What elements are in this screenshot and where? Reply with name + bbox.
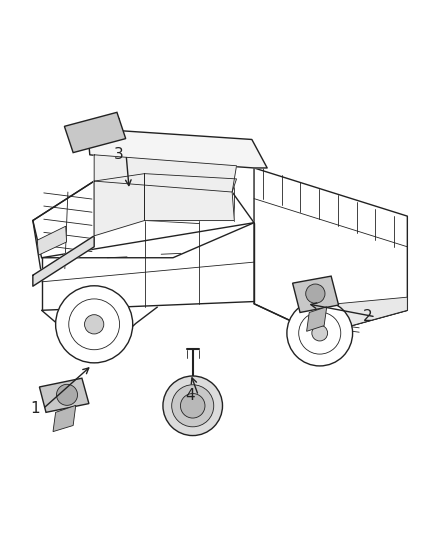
Circle shape bbox=[85, 314, 104, 334]
Circle shape bbox=[69, 299, 120, 350]
Text: 2: 2 bbox=[363, 309, 373, 325]
Polygon shape bbox=[254, 168, 407, 334]
Circle shape bbox=[287, 300, 353, 366]
Circle shape bbox=[57, 384, 78, 405]
Polygon shape bbox=[53, 405, 76, 432]
Circle shape bbox=[180, 393, 205, 418]
Circle shape bbox=[299, 312, 341, 354]
Circle shape bbox=[172, 385, 214, 427]
Polygon shape bbox=[39, 378, 89, 413]
Text: 4: 4 bbox=[186, 388, 195, 403]
Circle shape bbox=[163, 376, 223, 435]
Polygon shape bbox=[64, 112, 126, 152]
Polygon shape bbox=[94, 174, 145, 236]
Polygon shape bbox=[33, 236, 94, 286]
Circle shape bbox=[56, 286, 133, 363]
Polygon shape bbox=[145, 174, 237, 221]
Text: 1: 1 bbox=[30, 401, 40, 416]
Polygon shape bbox=[88, 128, 267, 168]
Polygon shape bbox=[33, 181, 254, 258]
Circle shape bbox=[312, 325, 328, 341]
Circle shape bbox=[306, 284, 325, 303]
Polygon shape bbox=[307, 307, 327, 332]
Text: 3: 3 bbox=[113, 147, 123, 163]
Polygon shape bbox=[33, 181, 94, 275]
Polygon shape bbox=[94, 155, 237, 192]
Polygon shape bbox=[293, 276, 339, 312]
Polygon shape bbox=[320, 297, 407, 334]
Polygon shape bbox=[37, 226, 67, 255]
